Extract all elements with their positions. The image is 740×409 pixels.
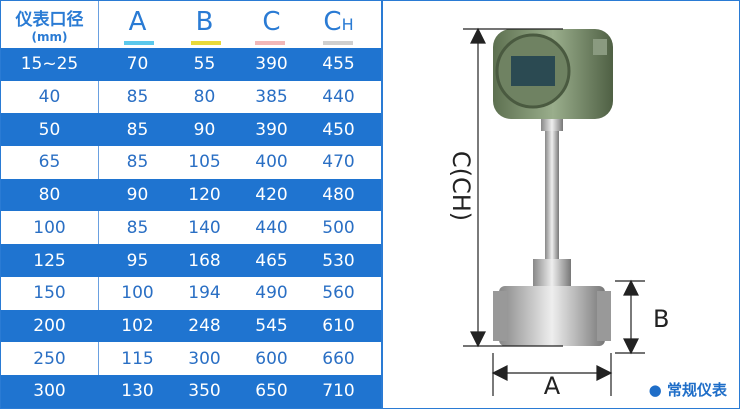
table-row: 40 85 80 385 440 <box>1 81 381 114</box>
cell-value: 85 <box>126 152 149 173</box>
cell-value: 455 <box>322 54 355 75</box>
underline-c <box>255 41 285 45</box>
cell-value: 545 <box>255 315 288 336</box>
cell-value: 650 <box>255 381 288 402</box>
cell-value: 470 <box>322 152 355 173</box>
cell-value: 385 <box>255 87 288 108</box>
cell-value: 70 <box>126 54 149 75</box>
cell-value: 420 <box>255 185 288 206</box>
header-size-label: 仪表口径 <box>15 10 84 30</box>
header-ch-sub: H <box>341 15 354 34</box>
cell-size: 65 <box>38 152 61 173</box>
legend-label: 常规仪表 <box>666 381 727 399</box>
cell-size: 200 <box>33 315 66 336</box>
cell-value: 390 <box>255 119 288 140</box>
header-unit: (mm) <box>31 30 68 44</box>
cell-size: 80 <box>38 185 61 206</box>
table-row: 80 90 120 420 480 <box>1 178 381 212</box>
cell-size: 40 <box>38 87 61 108</box>
cell-value: 300 <box>188 348 221 369</box>
cell-size: 125 <box>33 250 66 271</box>
header-c: C <box>262 7 281 37</box>
cell-size: 150 <box>33 283 66 304</box>
cell-value: 400 <box>255 152 288 173</box>
cell-value: 105 <box>188 152 221 173</box>
header-size: 仪表口径 (mm) <box>1 5 98 44</box>
dimension-lines <box>463 27 645 396</box>
bullet-icon: ● <box>648 381 667 399</box>
cell-value: 600 <box>255 348 288 369</box>
cell-value: 500 <box>322 217 355 238</box>
cell-value: 490 <box>255 283 288 304</box>
cell-value: 90 <box>126 185 149 206</box>
cell-value: 120 <box>188 185 221 206</box>
cell-value: 465 <box>255 250 288 271</box>
cell-value: 80 <box>193 87 216 108</box>
table-row: 300 130 350 650 710 <box>1 375 381 408</box>
cell-value: 95 <box>126 250 149 271</box>
table-header: 仪表口径 (mm) A B C CH <box>1 1 381 48</box>
cell-value: 248 <box>188 315 221 336</box>
cell-value: 390 <box>255 54 288 75</box>
underline-ch <box>323 41 353 45</box>
dimension-table: 仪表口径 (mm) A B C CH 15~25 70 55 390 455 40 85 80… <box>1 1 383 408</box>
table-row: 65 85 105 400 470 <box>1 146 381 179</box>
table-row: 50 85 90 390 450 <box>1 113 381 147</box>
cell-value: 100 <box>121 283 154 304</box>
cell-value: 710 <box>322 381 355 402</box>
cell-value: 450 <box>322 119 355 140</box>
cell-value: 115 <box>121 348 154 369</box>
cell-value: 660 <box>322 348 355 369</box>
header-ch-main: C <box>323 7 342 37</box>
underline-a <box>124 41 154 45</box>
cell-size: 250 <box>33 348 66 369</box>
cell-size: 100 <box>33 217 66 238</box>
cell-value: 480 <box>322 185 355 206</box>
cell-value: 168 <box>188 250 221 271</box>
cell-value: 440 <box>322 87 355 108</box>
cell-value: 140 <box>188 217 221 238</box>
table-row: 200 102 248 545 610 <box>1 309 381 343</box>
cell-value: 530 <box>322 250 355 271</box>
cell-value: 194 <box>188 283 221 304</box>
cell-value: 130 <box>121 381 154 402</box>
table-row: 100 85 140 440 500 <box>1 212 381 245</box>
cell-value: 560 <box>322 283 355 304</box>
label-a: A <box>544 372 561 400</box>
cell-value: 610 <box>322 315 355 336</box>
meter-drawing: C(CH) B A <box>447 27 669 400</box>
legend: ● 常规仪表 <box>649 379 727 400</box>
cell-size: 15~25 <box>20 54 79 75</box>
table-row: 150 100 194 490 560 <box>1 277 381 310</box>
header-ch: CH <box>305 7 372 37</box>
meter-diagram: C(CH) B A ● 常规仪表 <box>383 1 739 408</box>
header-b: B <box>195 7 214 37</box>
cell-value: 55 <box>193 54 216 75</box>
header-a: A <box>128 7 147 37</box>
cell-value: 102 <box>121 315 154 336</box>
cell-value: 440 <box>255 217 288 238</box>
table-row: 250 115 300 600 660 <box>1 342 381 375</box>
table-row: 15~25 70 55 390 455 <box>1 48 381 81</box>
cell-value: 85 <box>126 119 149 140</box>
cell-size: 50 <box>38 119 61 140</box>
cell-value: 85 <box>126 87 149 108</box>
underline-b <box>191 41 221 45</box>
cell-value: 90 <box>193 119 216 140</box>
cell-value: 85 <box>126 217 149 238</box>
label-b: B <box>653 305 669 333</box>
table-row: 125 95 168 465 530 <box>1 244 381 277</box>
cell-value: 350 <box>188 381 221 402</box>
label-c-ch: C(CH) <box>447 151 475 221</box>
meter-body <box>493 29 613 346</box>
cell-size: 300 <box>33 381 66 402</box>
